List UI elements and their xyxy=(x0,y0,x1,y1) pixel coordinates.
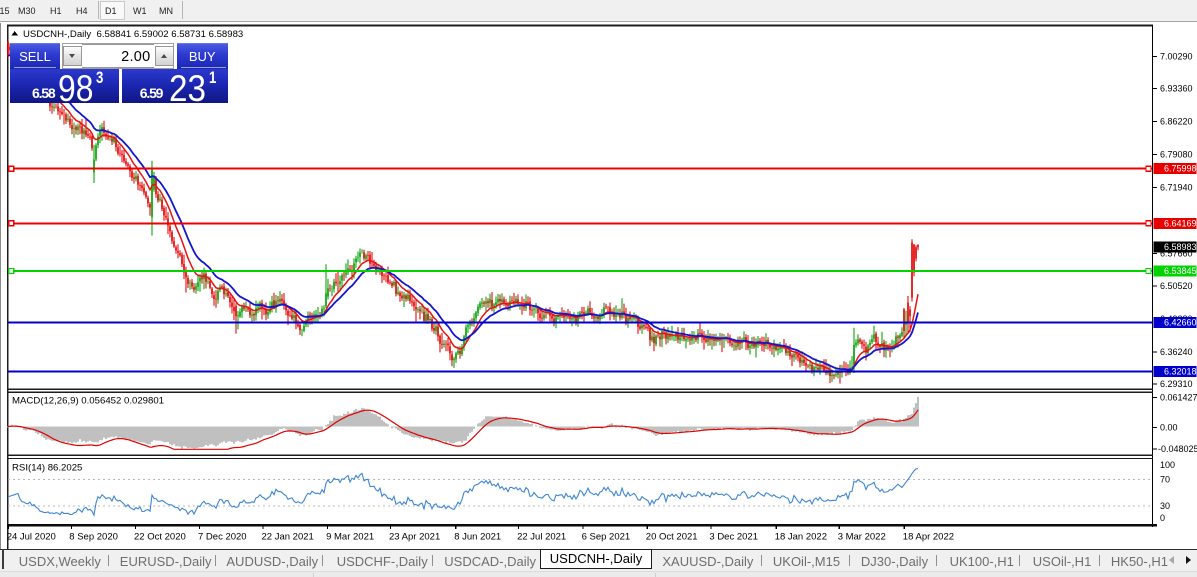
svg-text:18 Apr 2022: 18 Apr 2022 xyxy=(903,532,954,543)
svg-text:RSI(14) 86.2025: RSI(14) 86.2025 xyxy=(12,463,82,474)
svg-text:6.32018: 6.32018 xyxy=(1164,367,1197,377)
svg-text:6.53845: 6.53845 xyxy=(1164,266,1197,276)
svg-text:6.50520: 6.50520 xyxy=(1160,281,1193,291)
svg-text:6.42660: 6.42660 xyxy=(1164,318,1197,328)
svg-text:6.58983: 6.58983 xyxy=(1164,242,1197,252)
svg-text:6.79080: 6.79080 xyxy=(1160,150,1193,160)
svg-text:8 Sep 2020: 8 Sep 2020 xyxy=(69,532,118,543)
svg-text:30: 30 xyxy=(1160,501,1170,511)
svg-text:0.061427: 0.061427 xyxy=(1160,393,1197,403)
svg-text:22 Oct 2020: 22 Oct 2020 xyxy=(134,532,186,543)
svg-text:6.64169: 6.64169 xyxy=(1164,218,1197,228)
svg-text:9 Mar 2021: 9 Mar 2021 xyxy=(326,532,374,543)
svg-text:6.57660: 6.57660 xyxy=(1160,248,1193,258)
svg-text:6.29310: 6.29310 xyxy=(1160,379,1193,389)
svg-text:24 Jul 2020: 24 Jul 2020 xyxy=(7,532,56,543)
svg-text:22 Jan 2021: 22 Jan 2021 xyxy=(262,532,314,543)
svg-text:7 Dec 2020: 7 Dec 2020 xyxy=(198,532,247,543)
svg-text:6.86220: 6.86220 xyxy=(1160,117,1193,127)
svg-text:3 Dec 2021: 3 Dec 2021 xyxy=(709,532,758,543)
svg-text:6.36240: 6.36240 xyxy=(1160,347,1193,357)
svg-text:22 Jul 2021: 22 Jul 2021 xyxy=(517,532,566,543)
svg-text:6.75998: 6.75998 xyxy=(1164,164,1197,174)
svg-text:3 Mar 2022: 3 Mar 2022 xyxy=(838,532,886,543)
svg-text:18 Jan 2022: 18 Jan 2022 xyxy=(775,532,827,543)
svg-text:8 Jun 2021: 8 Jun 2021 xyxy=(454,532,501,543)
svg-text:7.00290: 7.00290 xyxy=(1160,52,1193,62)
svg-text:-0.048025: -0.048025 xyxy=(1158,444,1197,454)
svg-text:6.71940: 6.71940 xyxy=(1160,183,1193,193)
svg-text:70: 70 xyxy=(1160,475,1170,485)
svg-text:0: 0 xyxy=(1160,513,1165,523)
svg-text:6 Sep 2021: 6 Sep 2021 xyxy=(582,532,631,543)
svg-text:23 Apr 2021: 23 Apr 2021 xyxy=(389,532,440,543)
svg-text:20 Oct 2021: 20 Oct 2021 xyxy=(646,532,698,543)
svg-text:6.93360: 6.93360 xyxy=(1160,84,1193,94)
svg-text:MACD(12,26,9) 0.056452 0.02980: MACD(12,26,9) 0.056452 0.029801 xyxy=(12,396,164,407)
svg-text:USDCNH-,Daily 6.58841 6.59002: USDCNH-,Daily 6.58841 6.59002 6.58731 6.… xyxy=(23,29,243,40)
svg-text:0.00: 0.00 xyxy=(1160,423,1178,433)
svg-text:100: 100 xyxy=(1160,460,1175,470)
